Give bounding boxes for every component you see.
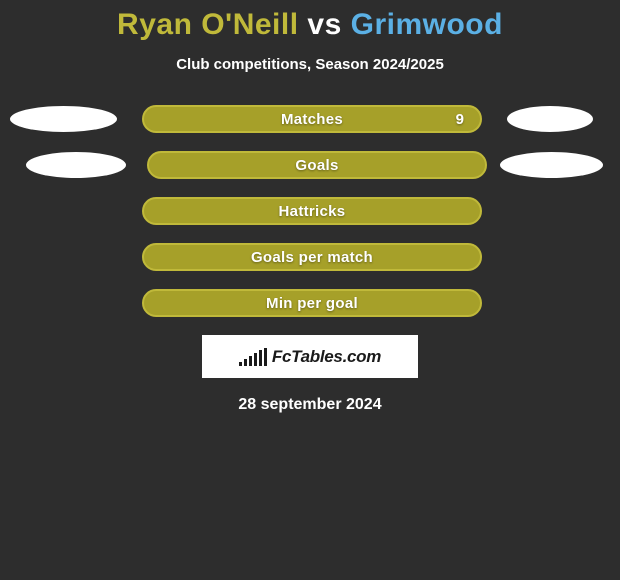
left-ellipse	[10, 290, 117, 316]
stat-label: Min per goal	[266, 295, 358, 312]
stat-row: Hattricks	[0, 197, 620, 225]
stat-label: Goals	[295, 157, 338, 174]
bar-icon-segment	[239, 362, 242, 366]
source-logo-box: FcTables.com	[202, 335, 418, 378]
bar-icon-segment	[249, 356, 252, 366]
bars-icon	[239, 348, 267, 366]
right-ellipse	[507, 290, 593, 316]
stat-row: Min per goal	[0, 289, 620, 317]
bar-icon-segment	[244, 359, 247, 366]
stats-rows: Matches 9 Goals Hattricks Goals per match Min…	[0, 105, 620, 317]
source-logo: FcTables.com	[239, 347, 381, 367]
stat-row: Goals	[0, 151, 620, 179]
stat-label: Matches	[281, 111, 343, 128]
stat-pill: Hattricks	[142, 197, 482, 225]
stat-pill: Matches 9	[142, 105, 482, 133]
bar-icon-segment	[264, 348, 267, 366]
bar-icon-segment	[259, 350, 262, 366]
stats-comparison-widget: Ryan O'Neill vs Grimwood Club competitio…	[0, 0, 620, 414]
stat-pill: Goals	[147, 151, 487, 179]
left-ellipse	[10, 106, 117, 132]
source-logo-text: FcTables.com	[272, 347, 381, 367]
right-ellipse	[507, 244, 593, 270]
stat-row: Matches 9	[0, 105, 620, 133]
title-vs: vs	[299, 8, 351, 41]
right-ellipse	[507, 198, 593, 224]
subtitle: Club competitions, Season 2024/2025	[0, 56, 620, 73]
player1-name: Ryan O'Neill	[117, 8, 299, 41]
left-ellipse	[10, 198, 117, 224]
left-ellipse	[26, 152, 126, 178]
right-ellipse	[507, 106, 593, 132]
stat-value: 9	[456, 111, 464, 128]
stat-label: Hattricks	[279, 203, 346, 220]
page-title: Ryan O'Neill vs Grimwood	[0, 8, 620, 42]
player2-name: Grimwood	[351, 8, 503, 41]
right-ellipse	[500, 152, 603, 178]
stat-label: Goals per match	[251, 249, 373, 266]
stat-pill: Min per goal	[142, 289, 482, 317]
stat-pill: Goals per match	[142, 243, 482, 271]
date-label: 28 september 2024	[0, 396, 620, 414]
stat-row: Goals per match	[0, 243, 620, 271]
bar-icon-segment	[254, 353, 257, 366]
left-ellipse	[10, 244, 117, 270]
